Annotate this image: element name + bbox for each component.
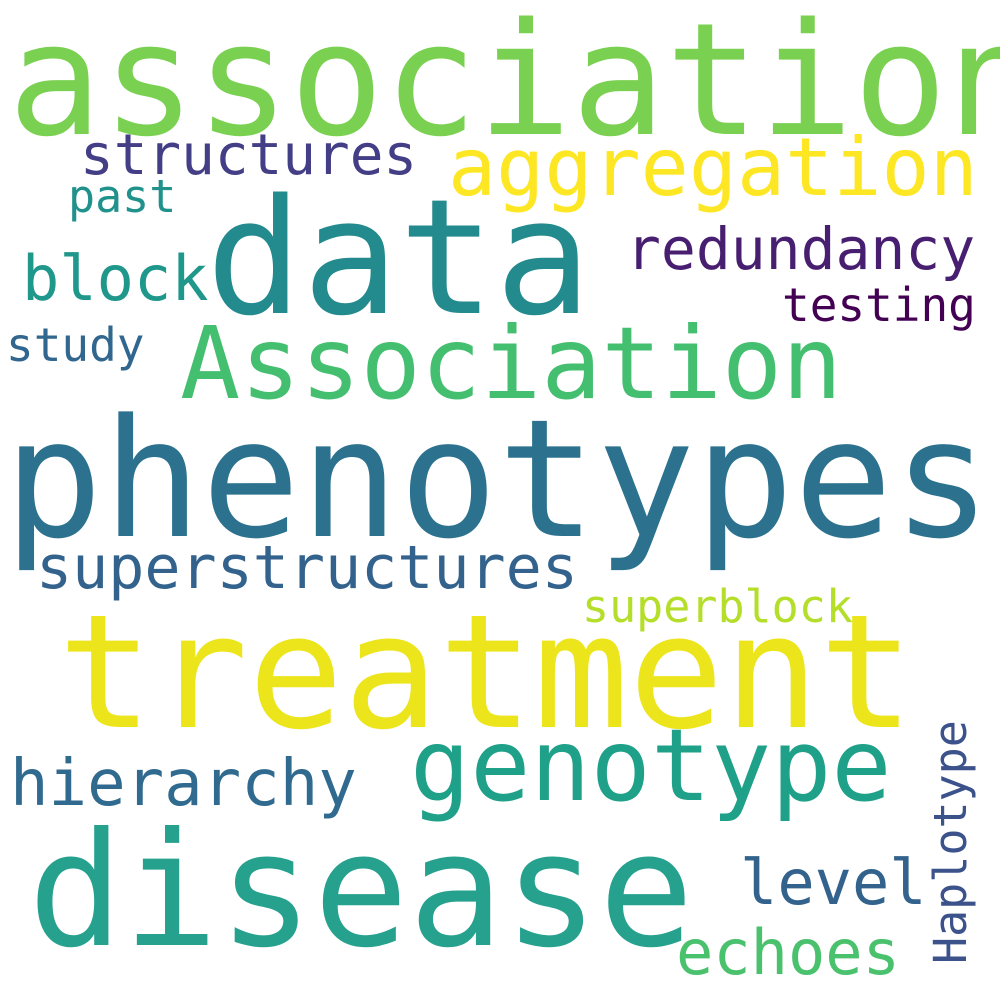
word-Association-cap: Association	[180, 305, 843, 422]
word-phenotypes: phenotypes	[4, 384, 992, 575]
word-aggregation: aggregation	[448, 121, 978, 214]
word-Haplotype: Haplotype	[924, 720, 977, 964]
word-superstructures: superstructures	[36, 533, 578, 603]
word-genotype: genotype	[410, 707, 892, 824]
word-block: block	[22, 242, 209, 315]
word-disease: disease	[28, 799, 694, 983]
word-level: level	[740, 846, 927, 919]
word-association: association	[8, 0, 1000, 171]
word-structures: structures	[80, 123, 418, 188]
word-data: data	[206, 164, 592, 351]
word-past: past	[68, 170, 177, 223]
word-superblock: superblock	[582, 580, 853, 633]
word-testing: testing	[782, 278, 976, 332]
word-redundancy: redundancy	[626, 215, 976, 283]
word-echoes: echoes	[676, 916, 900, 989]
word-treatment: treatment	[58, 581, 915, 765]
word-hierarchy: hierarchy	[10, 747, 357, 821]
word-study: study	[6, 318, 145, 372]
